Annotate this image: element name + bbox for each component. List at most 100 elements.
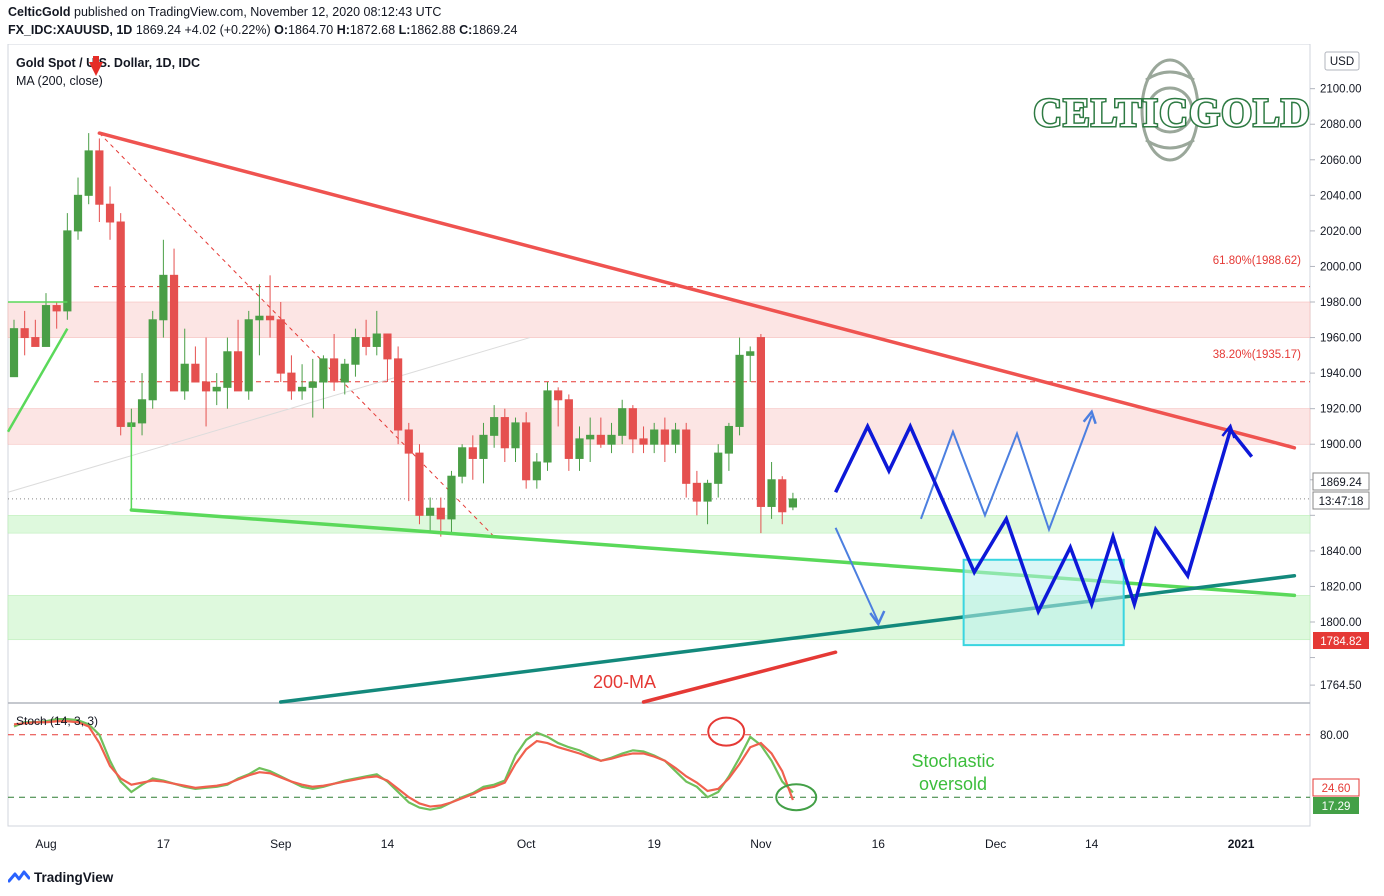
candle-body[interactable] — [788, 498, 798, 508]
candle-body[interactable] — [9, 328, 19, 378]
candle-body[interactable] — [500, 417, 509, 449]
candle-body[interactable] — [319, 358, 328, 383]
candle-body[interactable] — [137, 399, 147, 424]
symbol-label[interactable]: FX_IDC:XAUUSD, 1D — [8, 23, 133, 37]
y-tick-label: 1800.00 — [1320, 617, 1362, 629]
candle-body[interactable] — [159, 274, 168, 321]
candle-body[interactable] — [468, 447, 477, 459]
candle-body[interactable] — [756, 337, 765, 507]
candle-body[interactable] — [148, 319, 157, 401]
x-tick-label: Sep — [270, 837, 292, 851]
open-label: O: — [274, 23, 289, 37]
price-axis[interactable]: 2100.00 2080.00 2060.00 2040.00 2020.00 2000.… — [1310, 84, 1362, 692]
author-name[interactable]: CelticGold — [8, 5, 71, 19]
candle-body[interactable] — [639, 438, 648, 445]
high-value: 1872.68 — [349, 23, 396, 37]
legend-title[interactable]: Gold Spot / U.S. Dollar, 1D, IDC — [16, 56, 200, 70]
candle-body[interactable] — [767, 479, 776, 507]
candle-body[interactable] — [372, 333, 381, 347]
candle-body[interactable] — [201, 381, 211, 392]
candle-body[interactable] — [63, 230, 72, 312]
stoch-d-tag — [1313, 797, 1359, 814]
candle-body[interactable] — [233, 351, 243, 392]
candle-body[interactable] — [41, 305, 51, 347]
candle-body[interactable] — [330, 358, 339, 383]
high-label: H: — [336, 23, 350, 37]
candle-body[interactable] — [543, 390, 552, 463]
candle-body[interactable] — [212, 386, 221, 392]
candle-body[interactable] — [223, 351, 232, 388]
candle-body[interactable] — [73, 194, 83, 232]
candles-layer[interactable] — [9, 133, 798, 537]
legend-ma[interactable]: MA (200, close) — [16, 74, 103, 88]
candle-body[interactable] — [169, 274, 179, 392]
teal-ascending-trendline — [279, 574, 1297, 704]
candle-body[interactable] — [244, 319, 253, 392]
candle-body[interactable] — [31, 337, 40, 347]
candle-body[interactable] — [308, 381, 317, 388]
candle-body[interactable] — [415, 452, 424, 516]
time-axis[interactable]: Aug 17 Sep 14 Oct 19 Nov 16 Dec 14 2021 — [35, 837, 1254, 851]
chart-canvas[interactable]: 80.00 2100.00 2080.00 2060.00 2040.00 2020.0… — [0, 44, 1384, 866]
candle-body[interactable] — [564, 399, 573, 459]
candle-body[interactable] — [265, 315, 275, 321]
candle-body[interactable] — [682, 429, 691, 484]
candle-body[interactable] — [724, 425, 733, 454]
candle-body[interactable] — [362, 337, 371, 347]
candle-body[interactable] — [191, 363, 200, 383]
candle-body[interactable] — [479, 434, 488, 459]
candle-body[interactable] — [297, 386, 307, 392]
y-tick-label: 1940.00 — [1320, 368, 1362, 380]
candle-body[interactable] — [522, 422, 531, 481]
publish-line: CelticGold published on TradingView.com,… — [8, 5, 441, 19]
candle-body[interactable] — [447, 475, 456, 520]
candle-body[interactable] — [532, 461, 541, 481]
candle-body[interactable] — [660, 429, 669, 445]
y-tick-label: 1900.00 — [1320, 439, 1362, 451]
candle-body[interactable] — [287, 372, 296, 392]
candle-body[interactable] — [575, 438, 584, 459]
candle-body[interactable] — [20, 328, 29, 339]
candle-body[interactable] — [714, 452, 723, 484]
candle-body[interactable] — [340, 363, 349, 383]
candle-body[interactable] — [490, 417, 499, 436]
candle-body[interactable] — [52, 305, 61, 312]
candle-body[interactable] — [84, 150, 93, 196]
candle-body[interactable] — [436, 507, 445, 520]
candle-body[interactable] — [255, 315, 264, 321]
candle-body[interactable] — [426, 507, 435, 516]
candle-body[interactable] — [746, 351, 755, 356]
main-arrow-icon — [1221, 423, 1236, 439]
red-descending-trendline — [97, 131, 1297, 450]
candle-body[interactable] — [618, 408, 627, 436]
candle-body[interactable] — [95, 150, 104, 205]
candle-body[interactable] — [351, 337, 360, 365]
candle-body[interactable] — [116, 221, 125, 427]
x-tick-label: Aug — [35, 837, 56, 851]
candle-body[interactable] — [394, 358, 403, 431]
candle-body[interactable] — [692, 482, 701, 502]
stoch-d-line — [13, 720, 794, 808]
candle-body[interactable] — [703, 482, 712, 502]
candle-body[interactable] — [596, 434, 605, 445]
ma200-trendline — [641, 650, 838, 704]
candle-body[interactable] — [671, 429, 680, 445]
candle-body[interactable] — [180, 363, 189, 392]
candle-body[interactable] — [404, 429, 413, 454]
candle-body[interactable] — [383, 333, 392, 360]
tradingview-brand[interactable]: TradingView — [34, 870, 114, 885]
candle-body[interactable] — [586, 434, 595, 440]
candle-body[interactable] — [105, 203, 115, 223]
support-zone — [7, 515, 1311, 534]
candle-body[interactable] — [607, 434, 616, 445]
candle-body[interactable] — [650, 429, 659, 445]
candle-body[interactable] — [276, 319, 285, 374]
candle-body[interactable] — [554, 390, 563, 401]
currency-button[interactable] — [1324, 51, 1360, 71]
candle-body[interactable] — [778, 479, 787, 513]
candle-body[interactable] — [511, 422, 520, 449]
legend-stoch[interactable]: Stoch (14, 3, 3) — [16, 714, 98, 728]
candle-body[interactable] — [735, 354, 744, 427]
candle-body[interactable] — [628, 408, 637, 440]
candle-body[interactable] — [458, 447, 467, 477]
